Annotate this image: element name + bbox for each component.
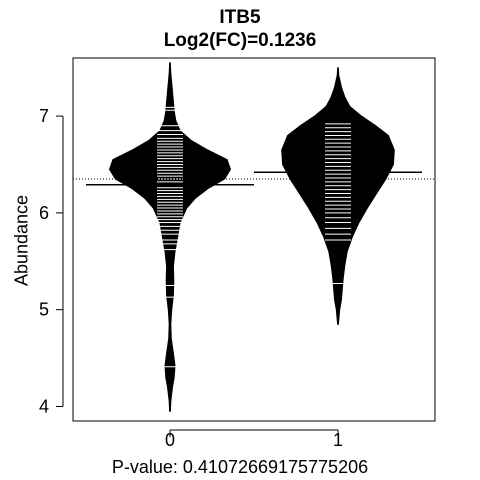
x-tick-label: 0	[165, 430, 175, 450]
y-tick-label: 6	[39, 203, 49, 223]
y-tick-label: 7	[39, 106, 49, 126]
y-tick-label: 5	[39, 300, 49, 320]
y-axis-label: Abundance	[12, 191, 33, 291]
bean-shape-0	[110, 63, 231, 412]
x-axis-label: P-value: 0.41072669175775206	[0, 457, 480, 478]
x-tick-label: 1	[333, 430, 343, 450]
y-tick-label: 4	[39, 396, 49, 416]
plot-frame	[73, 58, 435, 421]
bean-shape-1	[282, 68, 395, 325]
